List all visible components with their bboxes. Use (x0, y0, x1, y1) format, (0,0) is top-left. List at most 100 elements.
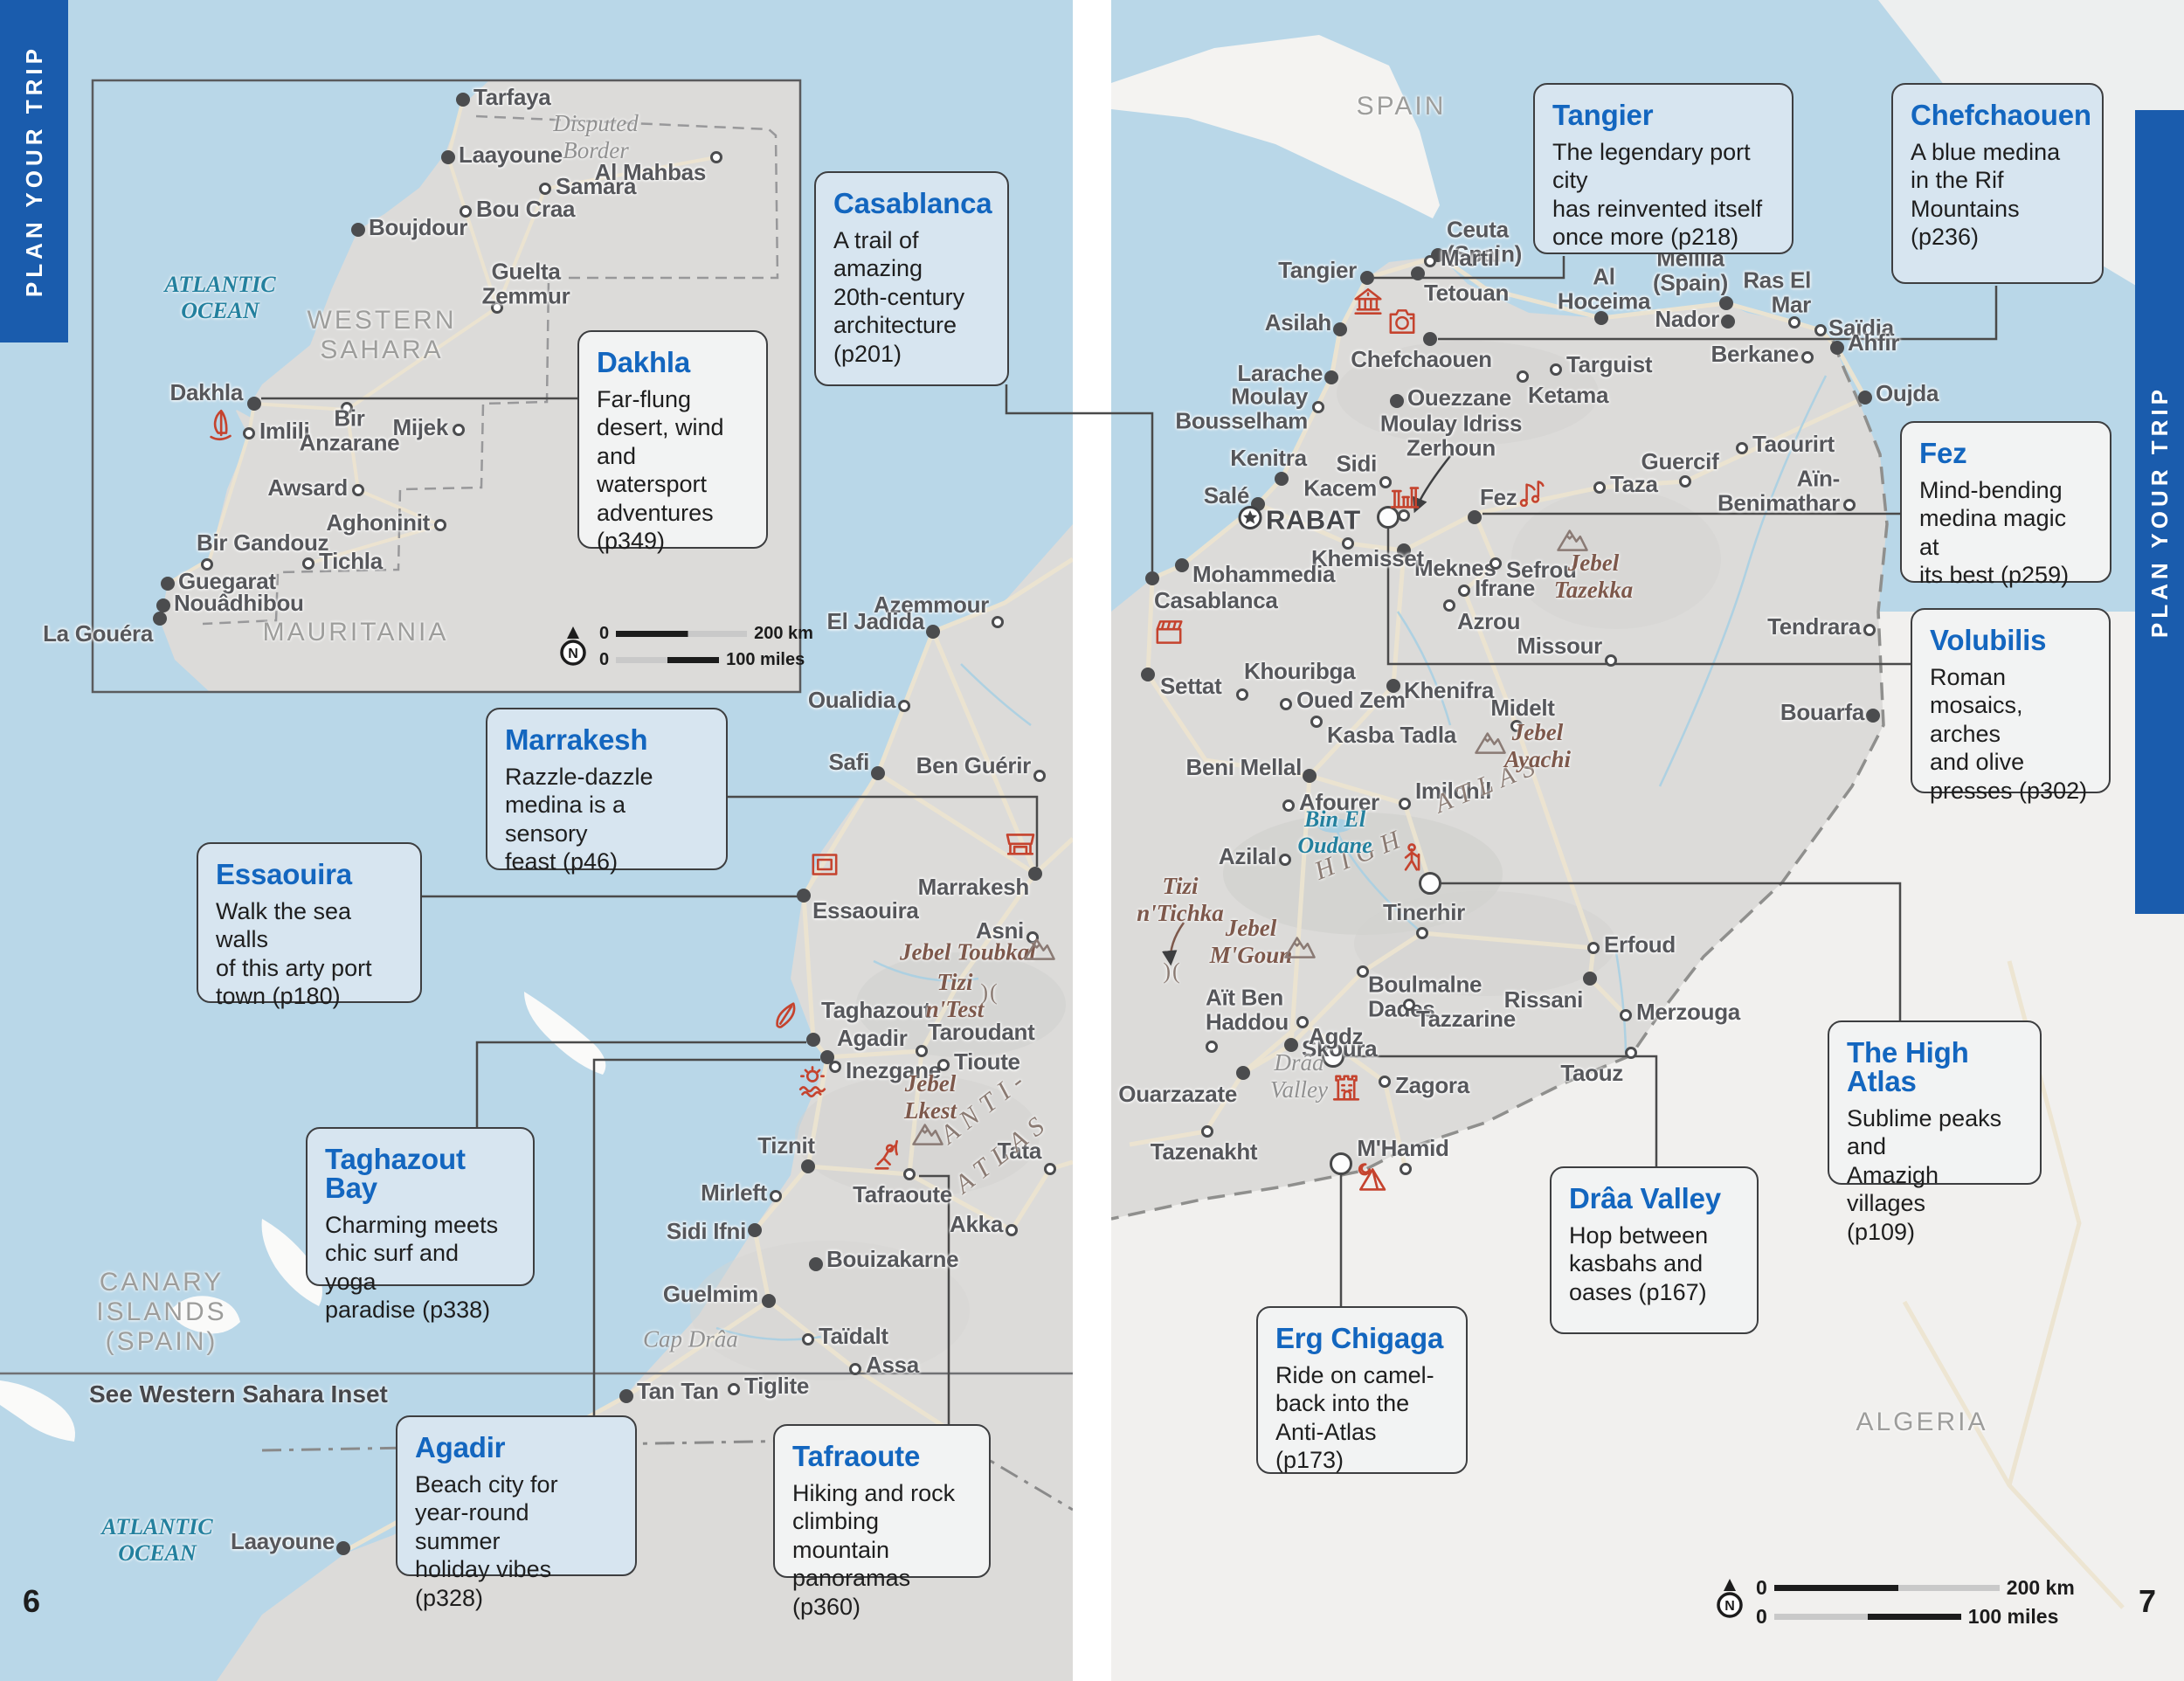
city-label-afourer: Afourer (1299, 789, 1379, 816)
city-label-midelt: Midelt (1490, 695, 1555, 722)
callout-agadir: Agadir Beach city for year-round summer … (396, 1415, 637, 1611)
city-label-missour: Missour (1517, 633, 1602, 660)
site-marker (1330, 1152, 1352, 1175)
city-label-al-mahbas: Al Mahbas (594, 159, 707, 186)
city-label-ouezzane: Ouezzane (1407, 384, 1511, 412)
city-dot-safi (871, 766, 885, 780)
city-dot-imilchil (1399, 798, 1411, 810)
callout-title-marrakesh: Marrakesh (505, 723, 648, 756)
city-label-sal: Salé (1203, 482, 1250, 509)
city-label-marrakesh: Marrakesh (917, 874, 1030, 901)
city-label-tiznit: Tiznit (757, 1132, 815, 1159)
city-label-tata: Tata (997, 1138, 1042, 1165)
callout-body-chefchaouen: A blue medina in the Rif Mountains (p236… (1911, 139, 2061, 251)
city-label-tangier: Tangier (1278, 257, 1357, 284)
city-dot-guelmim (762, 1294, 776, 1308)
city-dot-ta-dalt (802, 1333, 814, 1345)
page-gutter (1073, 0, 1111, 1681)
city-label-azilal: Azilal (1218, 843, 1276, 870)
city-dot-mohammedia (1175, 558, 1189, 572)
label-atlantic-ocean: ATLANTIC OCEAN (164, 272, 276, 323)
city-dot-laayoune (336, 1541, 350, 1555)
city-label-taourirt: Taourirt (1752, 431, 1835, 458)
city-dot-bou-craa (460, 205, 472, 218)
city-label-ras-el-mar: Ras El Mar (1743, 266, 1811, 317)
city-dot-azemmour (992, 616, 1004, 628)
city-dot-tiglite (728, 1383, 740, 1395)
city-label-moulay-idriss-zerhoun: Moulay Idriss Zerhoun (1379, 410, 1523, 460)
city-dot-taza (1593, 481, 1606, 494)
label-tizi-n-tichka: Tizi n'Tichka (1137, 873, 1224, 926)
city-label-azemmour: Azemmour (874, 591, 989, 619)
city-label-agadir: Agadir (837, 1025, 908, 1052)
city-dot-midelt (1510, 720, 1523, 732)
label-bin-el-oudane: Bin El Oudane (1297, 806, 1372, 858)
city-dot-guelta-zemmur (491, 301, 503, 314)
city-label-nador: Nador (1655, 306, 1719, 333)
callout-volubilis: Volubilis Roman mosaics, arches and oliv… (1911, 608, 2111, 804)
callout-dakhla: Dakhla Far-flung desert, wind and waters… (577, 330, 768, 554)
city-dot-tata (1044, 1163, 1056, 1175)
city-label-moulay-bousselham: Moulay Bousselham (1175, 383, 1308, 433)
callout-title-casablanca: Casablanca (833, 187, 992, 219)
callout-title-agadir: Agadir (415, 1431, 506, 1463)
city-dot-a-t-ben-haddou (1206, 1041, 1218, 1053)
city-label-zagora: Zagora (1395, 1072, 1469, 1099)
city-dot-al-hoceima (1594, 311, 1608, 325)
callout-title-tafraoute: Tafraoute (792, 1440, 921, 1472)
label-algeria: ALGERIA (1856, 1408, 1988, 1436)
city-label-sidi-kacem: Sidi Kacem (1303, 450, 1377, 501)
city-dot-nou-dhibou (156, 598, 170, 612)
city-label-rabat: RABAT (1266, 504, 1361, 536)
city-dot-rissani (1583, 972, 1597, 986)
city-dot-tiznit (801, 1159, 815, 1173)
sidebar-right: PLAN YOUR TRIP (2135, 110, 2184, 914)
label-cap-dr-a: Cap Drâa (643, 1325, 738, 1352)
city-label-a-t-ben-haddou: Aït Ben Haddou (1206, 984, 1289, 1034)
city-label-mijek: Mijek (392, 414, 448, 441)
city-dot-chefchaouen (1423, 332, 1437, 346)
label-tizi-n-test: Tizi n'Test (925, 969, 985, 1022)
city-dot-sefrou (1489, 557, 1502, 570)
city-dot-tarfaya (456, 93, 470, 107)
north-compass-icon: N (556, 625, 591, 675)
city-dot-bouizakarne (809, 1257, 823, 1271)
city-label-taroudant: Taroudant (928, 1019, 1035, 1046)
city-dot-guercif (1679, 475, 1691, 488)
site-marker (1322, 1045, 1344, 1068)
label-: )( (1163, 958, 1182, 984)
city-label-beni-mellal: Beni Mellal (1185, 754, 1302, 781)
city-dot-tazzarine (1403, 999, 1415, 1011)
callout-essaouira: Essaouira Walk the sea walls of this art… (197, 842, 422, 1009)
city-label-oualidia: Oualidia (807, 687, 895, 714)
city-dot-tafraoute (903, 1168, 916, 1180)
city-dot-meknes (1397, 543, 1411, 557)
city-label-kasba-tadla: Kasba Tadla (1327, 722, 1456, 749)
city-dot-tinerhir (1416, 927, 1428, 939)
connector-line (919, 1174, 950, 1424)
city-dot-m-hamid (1400, 1163, 1412, 1175)
callout-title-fez: Fez (1919, 437, 1967, 469)
callout-erg-chigaga: Erg Chigaga Ride on camel- back into the… (1256, 1306, 1468, 1474)
city-dot-skoura (1284, 1038, 1298, 1052)
city-label-safi: Safi (828, 749, 870, 776)
city-label-tarfaya: Tarfaya (473, 84, 551, 111)
city-dot-azilal (1279, 854, 1291, 866)
city-dot-boujdour (351, 223, 365, 237)
city-label-tichla: Tichla (319, 548, 383, 575)
city-label-al-hoceima: Al Hoceima (1557, 263, 1651, 314)
city-dot-samara (539, 183, 551, 195)
city-label-bouizakarne: Bouizakarne (826, 1246, 959, 1273)
city-label-a-n-benimathar: Aïn- Benimathar (1717, 465, 1840, 515)
city-dot-dakhla (247, 397, 261, 411)
city-label-imlili: Imlili (259, 418, 310, 445)
city-dot-tan-tan (619, 1389, 633, 1403)
callout-title-volubilis: Volubilis (1930, 624, 2047, 656)
city-label-laayoune: Laayoune (459, 142, 563, 169)
callout-title-essaouira: Essaouira (216, 858, 352, 890)
city-label-awsard: Awsard (267, 474, 348, 502)
callout-taghazout-bay: Taghazout Bay Charming meets chic surf a… (306, 1127, 535, 1323)
city-label-sa-dia: Saïdia (1828, 315, 1894, 342)
callout-title-erg-chigaga: Erg Chigaga (1275, 1322, 1444, 1354)
